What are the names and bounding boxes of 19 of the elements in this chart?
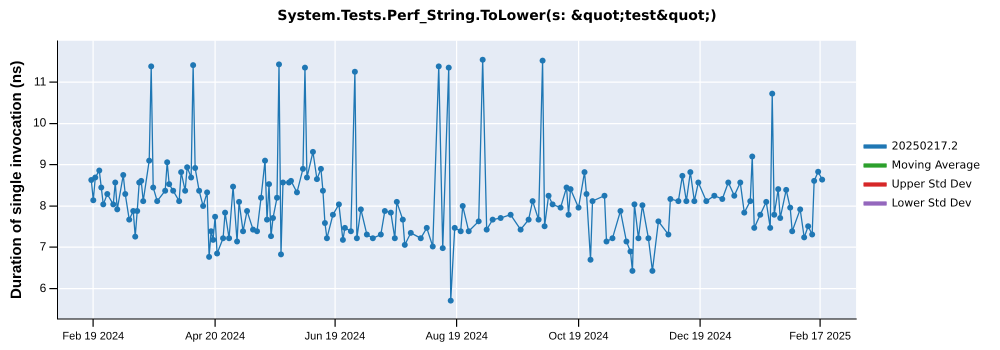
legend-label: Upper Std Dev — [892, 177, 972, 190]
legend-label: Moving Average — [892, 158, 980, 172]
x-tick-label: Apr 20 2024 — [185, 330, 246, 342]
x-tick-label: Aug 19 2024 — [426, 330, 488, 342]
y-tick-label: 9 — [40, 157, 47, 172]
x-tick-label: Feb 19 2024 — [62, 330, 124, 342]
legend-label: 20250217.2 — [892, 139, 958, 152]
y-tick-label: 10 — [32, 116, 47, 130]
x-tick-label: Jun 19 2024 — [304, 330, 366, 342]
y-tick-label: 6 — [40, 280, 47, 295]
y-tick-label: 7 — [40, 240, 47, 254]
chart-title: System.Tests.Perf_String.ToLower(s: &quot;test&quot;) — [277, 8, 717, 24]
x-tick-label: Dec 19 2024 — [669, 330, 732, 342]
y-axis-title: Duration of single invocation (ns) — [8, 60, 26, 299]
x-tick-label: Feb 17 2025 — [789, 330, 852, 342]
y-tick-label: 11 — [34, 74, 47, 88]
legend-label: Lower Std Dev — [892, 196, 972, 210]
x-tick-label: Oct 19 2024 — [548, 330, 608, 342]
y-tick-label: 8 — [40, 198, 47, 212]
